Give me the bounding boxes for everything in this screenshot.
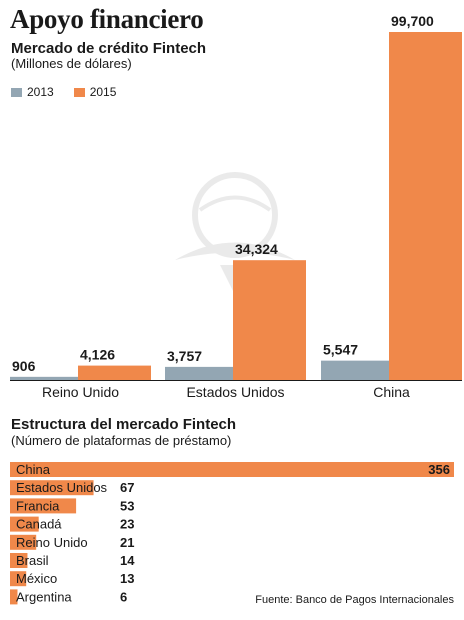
hbar-value-china: 356: [428, 462, 450, 477]
legend-label-2013: 2013: [27, 85, 54, 99]
hbar-canadá: [10, 516, 39, 532]
hbar-argentina: [10, 589, 18, 605]
bar-label-2015-reino-unido: 4,126: [80, 347, 115, 363]
category-label-reino-unido: Reino Unido: [42, 384, 119, 400]
bar-chart-unit-note: (Millones de dólares): [11, 56, 132, 71]
bar-2015-estados-unidos: [233, 260, 306, 380]
bar-chart-subtitle: Mercado de crédito Fintech: [11, 40, 207, 57]
hbar-value-canadá: 23: [120, 517, 134, 532]
bar-2013-reino-unido: [10, 376, 78, 380]
bar-label-2013-estados-unidos: 3,757: [167, 348, 202, 364]
category-label-china: China: [373, 384, 410, 400]
hbar-category-argentina: Argentina: [16, 589, 72, 604]
bar-label-2013-china: 5,547: [323, 342, 358, 358]
hbar-reino-unido: [10, 534, 37, 550]
legend-swatch-2015: [73, 87, 85, 97]
hbar-category-brasil: Brasil: [16, 553, 49, 568]
chart-title: Apoyo financiero: [10, 4, 204, 34]
hbar-category-china: China: [16, 462, 51, 477]
hbar-category-estados-unidos: Estados Unidos: [16, 480, 108, 495]
hbar-brasil: [10, 553, 28, 568]
bar-2013-china: [321, 360, 389, 380]
hbar-value-estados-unidos: 67: [120, 480, 134, 495]
hbar-value-argentina: 6: [120, 589, 127, 604]
hbar-value-francia: 53: [120, 498, 134, 513]
hbar-category-méxico: México: [16, 571, 57, 586]
hbar-chart-subtitle: Estructura del mercado Fintech: [11, 416, 237, 433]
legend-label-2015: 2015: [89, 85, 117, 99]
hbar-estados-unidos: [10, 480, 94, 496]
category-label-estados-unidos: Estados Unidos: [186, 384, 284, 400]
bar-2013-estados-unidos: [165, 366, 233, 380]
bar-label-2015-china: 99,700: [391, 13, 434, 29]
hbar-chart-unit-note: (Número de plataformas de préstamo): [11, 433, 232, 448]
hbar-category-reino-unido: Reino Unido: [16, 535, 88, 550]
bar-label-2015-estados-unidos: 34,324: [235, 241, 278, 257]
legend-swatch-2013: [11, 87, 22, 97]
hbar-category-francia: Francia: [16, 498, 60, 513]
bar-2015-china: [389, 32, 462, 380]
legend-item-2013: 2013: [11, 85, 54, 99]
hbar-value-méxico: 13: [120, 571, 134, 586]
hbar-value-reino-unido: 21: [120, 535, 134, 550]
bar-2015-reino-unido: [78, 365, 151, 380]
bar-label-2013-reino-unido: 906: [12, 358, 36, 374]
legend: 2013 2015: [11, 85, 136, 99]
source-note: Fuente: Banco de Pagos Internacionales: [255, 594, 454, 606]
hbar-francia: [10, 498, 77, 514]
hbar-category-canadá: Canadá: [16, 517, 62, 532]
hbar-méxico: [10, 571, 27, 587]
legend-item-2015: 2015: [73, 85, 117, 99]
hbar-value-brasil: 14: [120, 553, 135, 568]
hbar-china: [10, 462, 454, 477]
